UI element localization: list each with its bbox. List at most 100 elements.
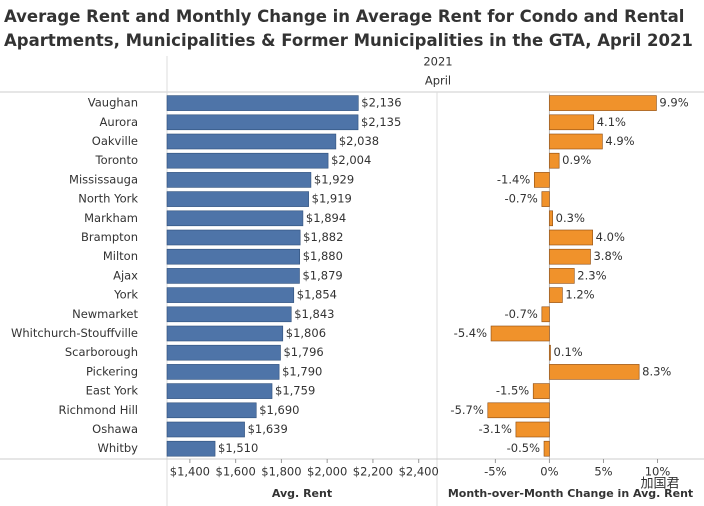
value-label: 0.3% <box>556 211 585 225</box>
value-label: $1,894 <box>306 211 346 225</box>
value-label: -3.1% <box>479 422 512 436</box>
value-label: 8.3% <box>642 364 671 378</box>
category-label: Toronto <box>95 153 138 167</box>
axis-title: Avg. Rent <box>272 487 332 500</box>
value-label: $1,806 <box>286 326 326 340</box>
bar <box>166 133 337 150</box>
x-tick-label: $2,200 <box>353 465 393 479</box>
category-label: Aurora <box>100 115 138 129</box>
bar <box>549 268 575 284</box>
value-label: $1,843 <box>294 307 334 321</box>
bar <box>166 287 295 303</box>
category-label: Whitby <box>98 441 139 455</box>
value-label: 4.0% <box>596 230 625 244</box>
bar <box>549 152 560 169</box>
bar <box>166 114 359 131</box>
value-label: $2,136 <box>361 96 401 110</box>
chart-title: Apartments, Municipalities & Former Muni… <box>4 31 693 50</box>
category-label: Whitchurch-Stouffville <box>11 326 138 340</box>
bar <box>487 402 550 419</box>
bar <box>549 248 591 265</box>
x-tick-label: 5% <box>594 465 612 479</box>
value-label: -5.4% <box>454 326 487 340</box>
bar <box>515 421 550 438</box>
value-label: $1,790 <box>282 364 322 378</box>
category-label: Milton <box>103 249 138 263</box>
bar <box>549 210 553 227</box>
x-tick-label: -5% <box>484 465 506 479</box>
value-label: $1,880 <box>303 249 343 263</box>
bar <box>166 248 301 265</box>
bar <box>549 344 551 361</box>
bar <box>549 229 593 246</box>
x-tick-label: $1,600 <box>216 465 256 479</box>
x-tick-label: $1,400 <box>170 465 210 479</box>
column-header: 2021 <box>423 55 452 69</box>
value-label: $1,639 <box>248 422 288 436</box>
value-label: -0.5% <box>507 441 540 455</box>
value-label: $2,135 <box>361 115 401 129</box>
category-label: Richmond Hill <box>58 403 138 417</box>
category-label: Markham <box>84 211 138 225</box>
value-label: -5.7% <box>450 403 483 417</box>
value-label: 4.1% <box>597 115 626 129</box>
bar <box>490 325 550 342</box>
bar <box>166 440 216 457</box>
value-label: $1,919 <box>312 192 352 206</box>
value-label: 9.9% <box>659 96 688 110</box>
bar <box>549 133 603 150</box>
category-label: Scarborough <box>65 345 138 359</box>
x-tick-label: $1,800 <box>261 465 301 479</box>
bar <box>166 325 284 342</box>
bar <box>166 152 329 169</box>
value-label: $1,929 <box>314 172 354 186</box>
value-label: -1.5% <box>496 384 529 398</box>
value-label: $1,796 <box>283 345 323 359</box>
bar <box>549 364 640 380</box>
bar <box>549 114 595 131</box>
category-label: York <box>113 288 138 302</box>
bar <box>166 95 359 111</box>
axis-title: Month-over-Month Change in Avg. Rent <box>448 487 693 500</box>
value-label: 1.2% <box>565 288 594 302</box>
category-label: Pickering <box>86 364 138 378</box>
category-label: Mississauga <box>69 172 138 186</box>
category-label: Ajax <box>113 268 138 282</box>
watermark: 加国君 <box>640 477 679 492</box>
value-label: $1,882 <box>303 230 343 244</box>
value-label: 4.9% <box>605 134 634 148</box>
value-label: 0.9% <box>562 153 591 167</box>
value-label: 2.3% <box>577 268 606 282</box>
value-label: -1.4% <box>497 172 530 186</box>
value-label: 0.1% <box>554 345 583 359</box>
bar <box>541 191 550 207</box>
bar <box>166 344 281 361</box>
bar <box>549 287 563 303</box>
x-tick-label: $2,400 <box>399 465 439 479</box>
value-label: $1,854 <box>297 288 337 302</box>
value-label: $2,004 <box>331 153 371 167</box>
x-tick-label: $2,000 <box>307 465 347 479</box>
column-header: April <box>425 74 451 88</box>
bar <box>532 383 550 399</box>
category-label: Oshawa <box>92 422 138 436</box>
bar <box>533 172 550 188</box>
value-label: $1,510 <box>218 441 258 455</box>
category-label: Oakville <box>92 134 138 148</box>
value-label: $1,879 <box>302 268 342 282</box>
category-label: Newmarket <box>72 307 138 321</box>
value-label: $1,690 <box>259 403 299 417</box>
bar <box>166 229 301 246</box>
bar <box>166 421 245 438</box>
bar <box>543 440 550 457</box>
value-label: $2,038 <box>339 134 379 148</box>
value-label: $1,759 <box>275 384 315 398</box>
bar <box>166 210 304 227</box>
category-label: East York <box>86 384 139 398</box>
category-label: North York <box>78 192 138 206</box>
bar <box>166 402 257 419</box>
bar <box>166 268 300 284</box>
value-label: -0.7% <box>504 192 537 206</box>
value-label: -0.7% <box>504 307 537 321</box>
